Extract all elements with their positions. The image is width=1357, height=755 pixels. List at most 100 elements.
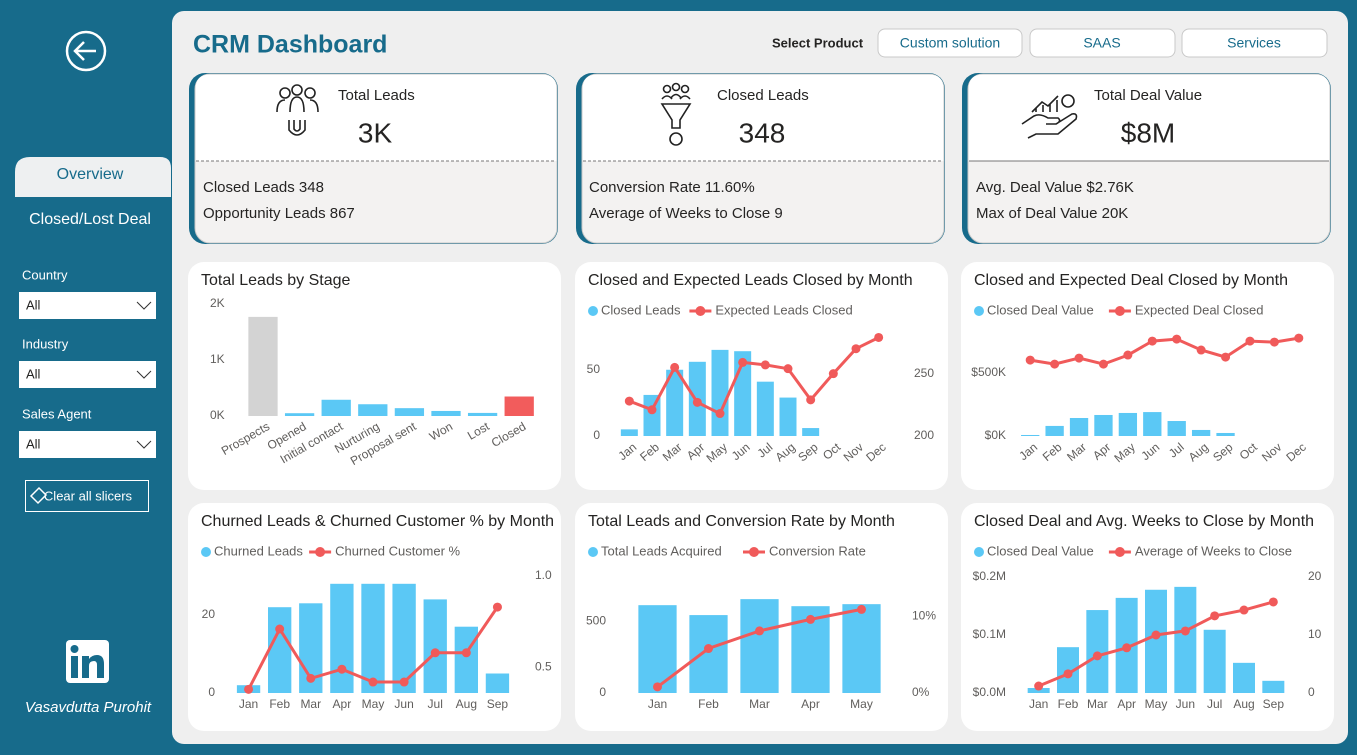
bar xyxy=(248,316,278,416)
bar xyxy=(638,605,677,693)
x-tick-label: Jul xyxy=(1207,697,1222,711)
y-tick-label: 2K xyxy=(210,296,225,310)
bar xyxy=(423,599,447,693)
legend-label: Closed Deal Value xyxy=(987,302,1094,317)
x-tick-label: Mar xyxy=(749,697,770,711)
dropdown-chevron xyxy=(136,370,152,379)
kpi-card: Total Leads 3K Closed Leads 348 Opportun… xyxy=(189,73,558,244)
kpi-value: 3K xyxy=(358,117,393,148)
line-marker xyxy=(783,364,793,374)
legend-label: Average of Weeks to Close xyxy=(1135,543,1292,558)
bar xyxy=(504,396,534,416)
line-marker xyxy=(653,682,662,692)
nav-label[interactable]: Closed/Lost Deal xyxy=(29,211,151,228)
chart-title: Total Leads by Stage xyxy=(201,272,351,289)
x-tick-label: Feb xyxy=(1058,697,1079,711)
y-tick-label: $0.1M xyxy=(973,627,1006,641)
line-marker xyxy=(1172,334,1182,344)
filter-label: Country xyxy=(22,267,68,282)
bar xyxy=(330,583,354,693)
x-tick-label: Aug xyxy=(1233,697,1254,711)
y-tick-label: 0 xyxy=(593,428,600,442)
back-button[interactable] xyxy=(65,30,107,72)
line-marker xyxy=(1025,355,1035,365)
legend-swatch xyxy=(588,306,598,316)
bar xyxy=(1143,412,1162,436)
x-tick-label: Feb xyxy=(269,697,290,711)
nav-label[interactable]: Overview xyxy=(57,166,124,183)
dropdown-chevron xyxy=(136,301,152,310)
product-button[interactable] xyxy=(1181,28,1328,58)
y2-tick-label: 200 xyxy=(914,428,934,442)
dropdown-value: All xyxy=(26,297,41,312)
kpi-card: Total Deal Value $8M Avg. Deal Value $2.… xyxy=(962,73,1331,244)
y2-tick-label: 0.5 xyxy=(535,660,552,674)
x-tick-label: Jan xyxy=(648,697,667,711)
product-button[interactable] xyxy=(1029,28,1176,58)
bar xyxy=(467,412,498,416)
dropdown[interactable] xyxy=(19,292,156,319)
dropdown[interactable] xyxy=(19,361,156,388)
line-marker xyxy=(1092,651,1102,661)
product-label: SAAS xyxy=(1083,35,1120,51)
legend-swatch xyxy=(201,547,211,557)
clear-button[interactable] xyxy=(25,480,149,512)
product-button[interactable] xyxy=(877,28,1023,58)
bar xyxy=(268,607,292,693)
y-tick-label: 50 xyxy=(587,362,601,376)
line-marker xyxy=(1210,611,1220,621)
x-tick-label: May xyxy=(850,697,873,711)
y-tick-label: 0K xyxy=(210,408,225,422)
x-tick-label: May xyxy=(362,697,385,711)
chart-card: Closed and Expected Deal Closed by Month… xyxy=(961,262,1334,490)
y2-tick-label: 20 xyxy=(1308,569,1322,583)
bar xyxy=(666,369,684,436)
line-marker xyxy=(670,362,680,372)
line-marker xyxy=(624,396,634,406)
x-tick-label: Apr xyxy=(801,697,820,711)
chart-title: Churned Leads & Churned Customer % by Mo… xyxy=(201,513,554,530)
bar xyxy=(689,615,728,693)
bar xyxy=(1167,421,1186,436)
y2-tick-label: 10 xyxy=(1308,627,1322,641)
x-tick-label: Feb xyxy=(698,697,719,711)
line-marker xyxy=(1180,626,1190,636)
line-marker xyxy=(755,626,764,636)
bar xyxy=(711,349,729,436)
bar xyxy=(284,413,315,416)
bar xyxy=(740,599,779,693)
line-marker xyxy=(368,677,378,687)
legend-label: Conversion Rate xyxy=(769,543,866,558)
line-marker xyxy=(1196,345,1206,355)
line-marker xyxy=(1147,336,1157,346)
kpi-detail: Average of Weeks to Close 9 xyxy=(589,205,783,222)
x-tick-label: Sep xyxy=(1263,697,1285,711)
legend-label: Churned Customer % xyxy=(335,543,460,558)
line-marker xyxy=(857,604,866,614)
legend-label: Closed Leads xyxy=(601,302,681,317)
nav-tab-active[interactable] xyxy=(15,157,171,197)
bar xyxy=(392,583,416,693)
line-marker xyxy=(1239,605,1249,615)
line-marker xyxy=(1034,681,1044,691)
line-marker xyxy=(704,644,713,654)
bar xyxy=(1233,662,1255,693)
line-marker xyxy=(760,360,770,370)
y-tick-label: $500K xyxy=(971,365,1006,379)
kpi-detail: Avg. Deal Value $2.76K xyxy=(976,179,1134,196)
line-marker xyxy=(715,409,725,419)
dropdown[interactable] xyxy=(19,431,156,458)
legend-swatch xyxy=(695,306,706,316)
kpi-title: Total Leads xyxy=(338,87,415,104)
select-label: Select Product xyxy=(772,35,864,50)
legend-swatch xyxy=(974,547,984,557)
x-tick-label: Aug xyxy=(456,697,477,711)
bar xyxy=(394,408,425,416)
chart-title: Closed and Expected Deal Closed by Month xyxy=(974,272,1288,289)
line-marker xyxy=(738,357,748,367)
chart-title: Total Leads and Conversion Rate by Month xyxy=(588,513,895,530)
line-marker xyxy=(275,624,285,634)
dropdown-chevron xyxy=(136,440,152,449)
legend-swatch xyxy=(588,547,598,557)
y-tick-label: 0 xyxy=(208,685,215,699)
